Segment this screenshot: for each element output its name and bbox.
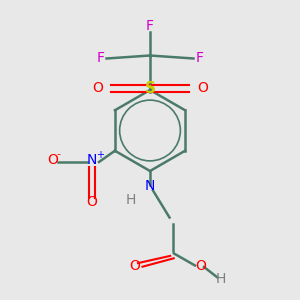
Text: +: +: [96, 149, 104, 160]
Text: O: O: [196, 259, 206, 272]
Text: O: O: [86, 196, 97, 209]
Text: F: F: [146, 19, 154, 32]
Text: N: N: [145, 179, 155, 193]
Text: O: O: [47, 154, 58, 167]
Text: F: F: [97, 52, 104, 65]
Text: O: O: [130, 259, 140, 272]
Text: H: H: [215, 272, 226, 286]
Text: O: O: [197, 82, 208, 95]
Text: N: N: [86, 154, 97, 167]
Text: -: -: [56, 149, 61, 160]
Text: H: H: [125, 193, 136, 206]
Text: O: O: [92, 82, 103, 95]
Text: F: F: [196, 52, 203, 65]
Text: S: S: [145, 81, 155, 96]
